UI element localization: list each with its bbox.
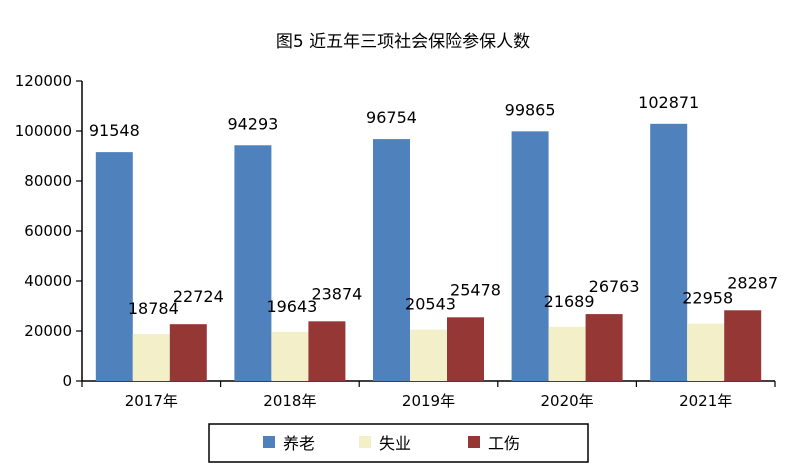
data-label: 19643 [266,297,317,316]
legend-swatch [468,436,480,448]
bar [373,139,410,381]
y-axis-ticks: 0 20000 40000 60000 80000 100000 120000 [15,72,82,390]
x-tick-label: 2019年 [402,392,455,410]
legend: 养老 失业 工伤 [208,423,589,463]
data-label: 102871 [638,93,699,112]
y-tick-label: 100000 [15,122,72,140]
data-label: 94293 [227,114,278,133]
bar [95,152,133,381]
data-label: 28287 [727,273,778,292]
bar [687,323,725,381]
chart-title: 图5 近五年三项社会保险参保人数 [276,32,530,52]
data-label: 18784 [128,299,179,318]
y-tick-label: 120000 [15,72,72,90]
x-tick-label: 2021年 [679,392,732,410]
legend-label: 养老 [283,434,315,453]
x-axis-ticks: 2017年 2018年 2019年 2020年 2021年 [81,381,776,410]
bar [724,310,762,381]
data-label: 25478 [450,280,501,299]
data-label: 96754 [366,108,417,127]
x-tick-label: 2018年 [263,392,316,410]
x-tick-label: 2020年 [541,392,594,410]
y-tick-label: 40000 [24,272,72,290]
data-label: 22958 [682,289,733,308]
data-label: 23874 [311,284,362,303]
data-label: 99865 [505,100,556,119]
data-label: 20543 [405,295,456,314]
legend-swatch [263,436,275,448]
bar [447,317,484,381]
bar [169,324,207,381]
bar [234,145,272,381]
data-label: 21689 [544,292,595,311]
data-label: 22724 [173,287,224,306]
bar [271,331,309,381]
data-label: 91548 [89,121,140,140]
y-tick-label: 60000 [24,222,72,240]
legend-swatch [359,436,371,448]
legend-label: 工伤 [488,434,520,453]
bar [585,314,623,381]
bar [132,334,170,381]
y-tick-label: 80000 [24,172,72,190]
x-tick-label: 2017年 [125,392,178,410]
bar [650,123,688,381]
data-labels-group: 91548 94293 96754 99865 102871 18784 19643 2054… [89,93,778,318]
bars-group [95,123,762,381]
bar [410,329,447,381]
data-label: 26763 [589,277,640,296]
bar [308,321,346,381]
bar [511,131,549,381]
bar [548,326,586,381]
y-tick-label: 20000 [24,322,72,340]
y-tick-label: 0 [62,372,72,390]
legend-label: 失业 [379,434,411,453]
